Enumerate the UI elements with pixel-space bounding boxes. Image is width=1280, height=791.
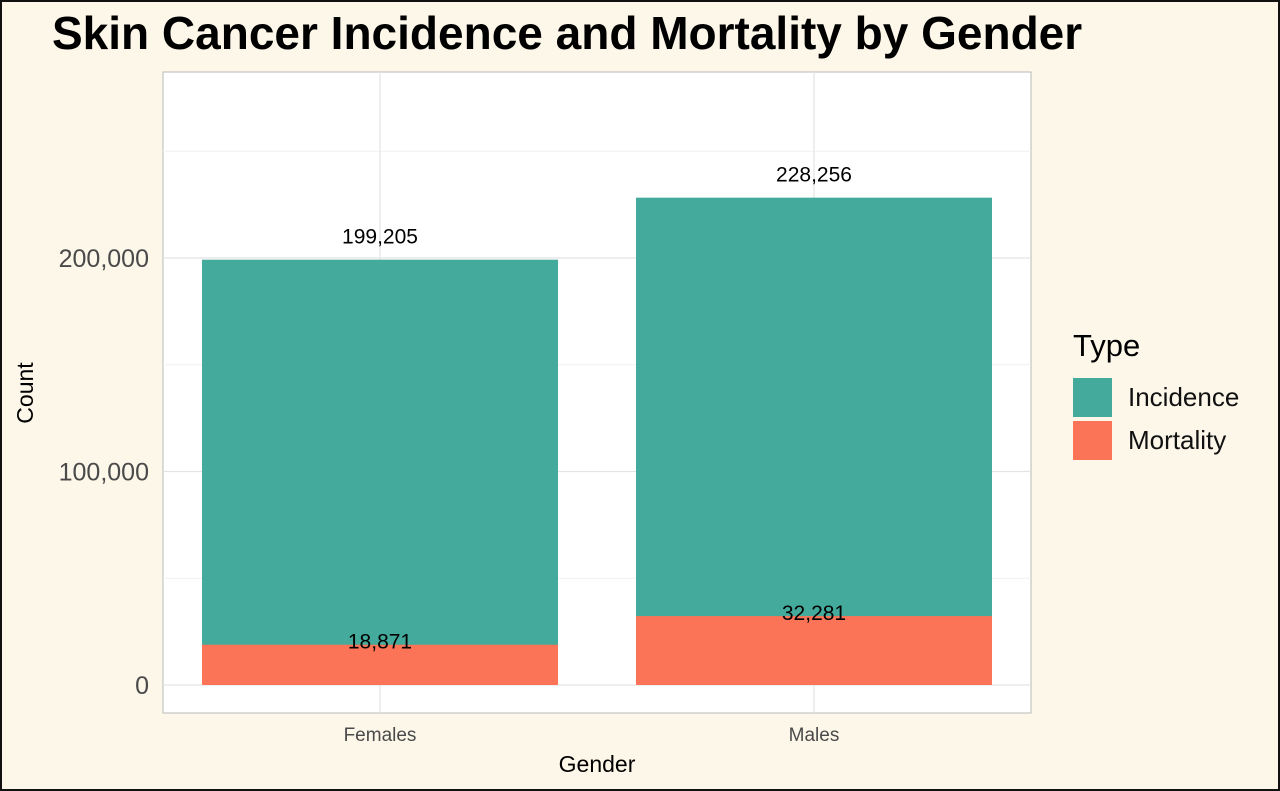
data-label-mortality-females: 18,871 [348,631,412,654]
y-axis-title: Count [12,362,38,424]
legend-key-incidence [1073,378,1112,417]
x-axis-title: Gender [559,751,636,777]
bar-mortality-females [202,644,558,685]
legend-key-mortality [1073,421,1112,460]
data-label-incidence-males: 228,256 [776,164,852,187]
y-tick-label: 0 [135,672,149,700]
chart-title: Skin Cancer Incidence and Mortality by G… [52,7,1083,59]
x-tick-label: Females [344,725,417,746]
legend-item-incidence: Incidence [1073,376,1239,419]
x-tick-label: Males [789,725,840,746]
legend-label-incidence: Incidence [1128,382,1240,412]
bar-incidence-males [636,197,992,685]
bar-mortality-males [636,616,992,685]
data-label-mortality-males: 32,281 [782,602,846,625]
legend-title: Type [1073,328,1141,363]
y-tick-label: 200,000 [59,245,149,273]
y-tick-label: 100,000 [59,459,149,487]
legend: Type Incidence Mortality [1073,328,1239,462]
bar-incidence-females [202,259,558,685]
legend-label-mortality: Mortality [1128,425,1227,455]
data-label-incidence-females: 199,205 [342,226,418,249]
legend-item-mortality: Mortality [1073,419,1239,462]
